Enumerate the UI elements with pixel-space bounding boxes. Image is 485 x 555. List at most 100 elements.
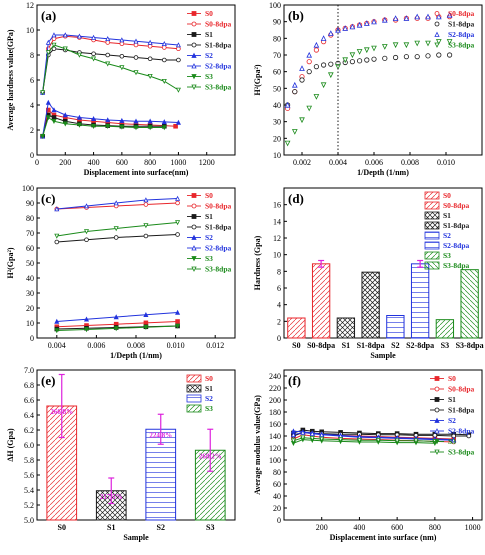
data-point xyxy=(133,55,139,60)
data-point xyxy=(306,59,312,65)
y-tick-label: 40 xyxy=(273,101,281,110)
y-tick-label: 30 xyxy=(273,118,281,127)
y-tick-label: 6 xyxy=(30,76,34,85)
y-tick-label: 220 xyxy=(269,384,281,393)
legend-entry: S0 xyxy=(205,374,213,383)
legend-swatch xyxy=(424,201,440,210)
data-point xyxy=(392,15,399,21)
legend-marker xyxy=(191,42,197,48)
x-tick-label: 0.010 xyxy=(167,341,185,350)
series-line xyxy=(42,44,179,93)
data-point xyxy=(175,87,181,93)
data-point xyxy=(392,54,399,61)
y-tick-label: 50 xyxy=(273,84,281,93)
data-point xyxy=(54,233,60,239)
legend-entry: S3 xyxy=(205,404,213,413)
data-point xyxy=(62,121,68,127)
data-point xyxy=(176,46,181,52)
legend-swatch xyxy=(186,404,202,413)
data-point xyxy=(51,42,57,48)
chart-b: (b) 10 20 30 40 50 60 70 80 90 100 0.002 0.004 0.006 0… xyxy=(253,1,483,177)
x-tick-label: 0.010 xyxy=(437,158,455,167)
legend-entry: S2-8dpa xyxy=(448,30,475,39)
legend-marker xyxy=(434,449,440,455)
y-tick-label: 90 xyxy=(273,18,281,27)
legend-entry: S2 xyxy=(443,231,451,240)
data-point xyxy=(105,40,111,45)
data-point xyxy=(300,429,306,435)
legend-marker xyxy=(191,74,197,80)
y-axis-label: Average modulus value(GPa) xyxy=(253,395,262,495)
legend-marker xyxy=(191,32,197,37)
data-point xyxy=(113,235,119,240)
y-tick-label: 4 xyxy=(277,301,281,310)
data-point xyxy=(84,237,89,243)
data-point xyxy=(161,57,167,63)
y-tick-label: 20 xyxy=(273,504,281,513)
data-point xyxy=(371,45,377,52)
data-point xyxy=(290,432,296,438)
data-point xyxy=(45,39,51,45)
legend-entry: S0-8dpa xyxy=(448,9,475,18)
data-point xyxy=(313,41,320,48)
data-point xyxy=(342,25,349,31)
data-point xyxy=(356,21,363,28)
y-tick-label: 10 xyxy=(273,151,281,160)
category-label: S1-8dpa xyxy=(357,341,385,350)
legend-marker xyxy=(191,21,197,27)
panel-label: (b) xyxy=(288,8,304,23)
data-point xyxy=(133,38,139,44)
y-tick-label: 4 xyxy=(30,101,34,110)
y-tick-label: 140 xyxy=(269,432,281,441)
data-point xyxy=(46,107,51,113)
category-label: S2-8dpa xyxy=(406,341,434,350)
data-point xyxy=(309,430,315,436)
legend-entry: S3-8dpa xyxy=(448,448,475,457)
category-label: S0-8dpa xyxy=(307,341,335,350)
panel-label: (a) xyxy=(41,8,56,23)
data-point xyxy=(292,89,298,95)
y-tick-label: 20 xyxy=(26,304,34,313)
data-point xyxy=(175,309,181,315)
legend-entry: S1-8dpa xyxy=(205,41,232,50)
legend-marker xyxy=(191,234,197,240)
legend-marker xyxy=(434,439,440,445)
data-point xyxy=(119,117,125,123)
data-point xyxy=(91,123,97,130)
data-point xyxy=(40,90,46,96)
series-line xyxy=(293,437,435,442)
data-point xyxy=(299,65,305,71)
data-point xyxy=(51,32,57,38)
category-label: S3 xyxy=(441,341,449,350)
data-point xyxy=(414,54,420,60)
data-point xyxy=(306,69,312,75)
legend-entry: S2 xyxy=(205,51,213,60)
bar-annotation: 217.5% xyxy=(100,493,123,501)
data-point xyxy=(83,229,90,235)
data-point xyxy=(105,117,111,123)
category-label: S0 xyxy=(292,341,300,350)
y-tick-label: 5.8 xyxy=(24,456,34,465)
y-tick-label: 6 xyxy=(277,284,281,293)
legend-marker xyxy=(434,386,440,392)
legend-entry: S1 xyxy=(448,395,456,404)
data-point xyxy=(375,437,381,443)
bar-annotation: 268.2% xyxy=(199,452,222,460)
x-tick-label: 0.006 xyxy=(365,158,383,167)
y-tick-label: 20 xyxy=(273,134,281,143)
legend-entry: S1 xyxy=(205,30,213,39)
bar xyxy=(361,271,380,339)
data-point xyxy=(306,51,313,58)
data-point xyxy=(338,437,344,443)
data-point xyxy=(290,438,296,444)
legend-entry: S3 xyxy=(443,251,451,260)
legend-marker xyxy=(191,11,197,16)
legend-entry: S3 xyxy=(205,254,213,263)
x-tick-label: 0.008 xyxy=(401,158,419,167)
data-point xyxy=(356,58,363,64)
data-point xyxy=(51,118,57,125)
bar xyxy=(435,319,455,339)
data-point xyxy=(161,125,167,131)
y-tick-label: 120 xyxy=(269,444,281,453)
y-tick-label: 160 xyxy=(269,420,281,429)
